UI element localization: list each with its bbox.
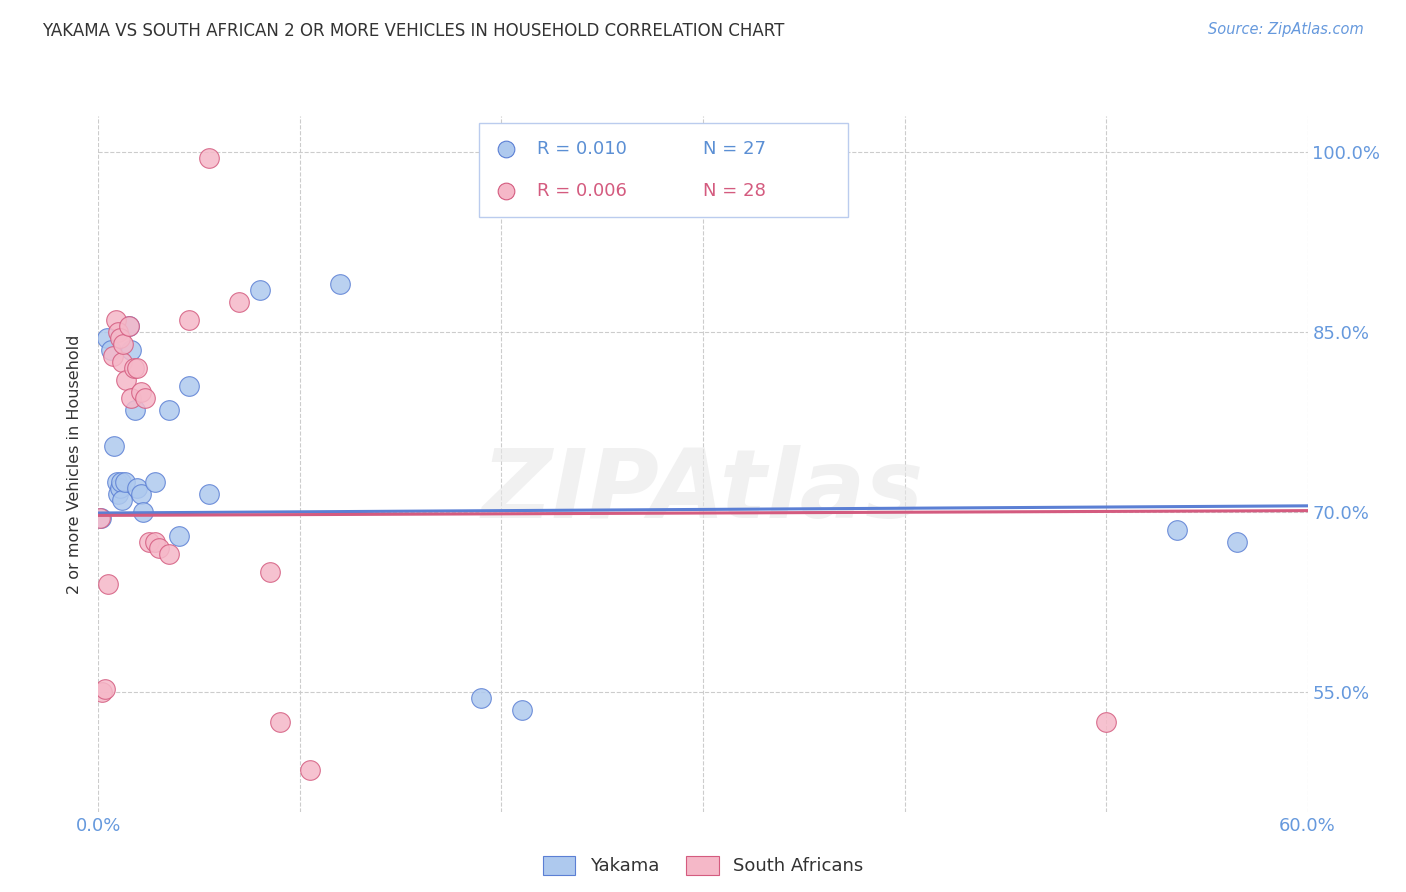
Point bbox=[157, 547, 180, 561]
Text: Source: ZipAtlas.com: Source: ZipAtlas.com bbox=[1208, 22, 1364, 37]
Text: R = 0.010: R = 0.010 bbox=[537, 140, 627, 158]
Text: N = 28: N = 28 bbox=[703, 182, 766, 200]
Point bbox=[179, 313, 201, 327]
Point bbox=[129, 487, 152, 501]
Point bbox=[107, 487, 129, 501]
Legend: Yakama, South Africans: Yakama, South Africans bbox=[536, 849, 870, 883]
Text: ZIPAtlas: ZIPAtlas bbox=[482, 445, 924, 538]
Point bbox=[110, 355, 132, 369]
Text: N = 27: N = 27 bbox=[703, 140, 766, 158]
Point bbox=[97, 576, 120, 591]
Point bbox=[114, 475, 136, 489]
Y-axis label: 2 or more Vehicles in Household: 2 or more Vehicles in Household bbox=[67, 334, 83, 593]
Point bbox=[269, 714, 291, 729]
Point bbox=[110, 492, 132, 507]
Point bbox=[143, 534, 166, 549]
Point bbox=[111, 337, 134, 351]
Point bbox=[249, 283, 271, 297]
Point bbox=[108, 481, 131, 495]
FancyBboxPatch shape bbox=[479, 123, 848, 217]
Point bbox=[198, 487, 221, 501]
Point bbox=[105, 475, 128, 489]
Point bbox=[94, 682, 117, 697]
Point bbox=[120, 391, 142, 405]
Text: R = 0.006: R = 0.006 bbox=[537, 182, 627, 200]
Point bbox=[132, 505, 155, 519]
Point bbox=[1226, 534, 1249, 549]
Point bbox=[129, 384, 152, 399]
Point bbox=[125, 360, 148, 375]
Point bbox=[110, 475, 132, 489]
Point bbox=[299, 763, 322, 777]
Text: YAKAMA VS SOUTH AFRICAN 2 OR MORE VEHICLES IN HOUSEHOLD CORRELATION CHART: YAKAMA VS SOUTH AFRICAN 2 OR MORE VEHICL… bbox=[42, 22, 785, 40]
Point bbox=[91, 685, 114, 699]
Point bbox=[90, 511, 112, 525]
Point bbox=[510, 703, 533, 717]
Point bbox=[329, 277, 352, 291]
Point bbox=[1095, 714, 1118, 729]
Point bbox=[198, 151, 221, 165]
Point bbox=[100, 343, 122, 357]
Point bbox=[167, 529, 190, 543]
Point bbox=[118, 318, 141, 333]
Point bbox=[228, 294, 250, 309]
Point bbox=[89, 511, 111, 525]
Point bbox=[118, 318, 141, 333]
Point bbox=[157, 402, 180, 417]
Point bbox=[104, 313, 127, 327]
Point bbox=[122, 360, 145, 375]
Point bbox=[114, 373, 136, 387]
Point bbox=[125, 481, 148, 495]
Point bbox=[1166, 523, 1188, 537]
Point bbox=[103, 439, 125, 453]
Point bbox=[138, 534, 160, 549]
Point bbox=[120, 343, 142, 357]
Point bbox=[134, 391, 156, 405]
Point bbox=[179, 379, 201, 393]
Point bbox=[143, 475, 166, 489]
Point bbox=[96, 331, 118, 345]
Point bbox=[259, 565, 281, 579]
Point bbox=[124, 402, 146, 417]
Point bbox=[108, 331, 131, 345]
Point bbox=[101, 349, 124, 363]
Point bbox=[470, 690, 492, 705]
Point bbox=[148, 541, 170, 555]
Point bbox=[107, 325, 129, 339]
